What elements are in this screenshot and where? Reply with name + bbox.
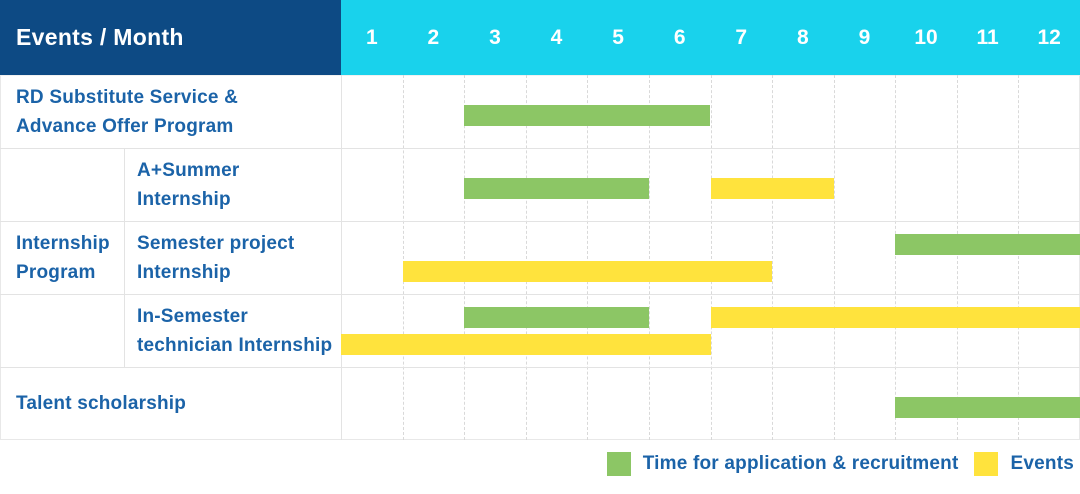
month-header-3: 3 — [489, 25, 501, 49]
column-gridline — [772, 75, 774, 440]
row-label-1: A+Summer Internship — [124, 148, 341, 221]
gantt-bar-yellow-m2-m7 — [402, 260, 773, 282]
month-header-6: 6 — [673, 25, 686, 49]
month-header-4: 4 — [550, 25, 563, 49]
column-gridline — [464, 75, 466, 440]
month-header-9: 9 — [858, 25, 871, 49]
group-label-internship-program: Internship Program — [0, 148, 124, 367]
gantt-bar-green-m3-m6 — [464, 104, 711, 126]
legend-label: Events — [1010, 453, 1074, 474]
label-column-divider — [341, 75, 342, 440]
gantt-bar-yellow-m1-m6 — [341, 333, 711, 355]
month-header-5: 5 — [612, 25, 624, 49]
column-gridline — [956, 75, 958, 440]
column-gridline — [587, 75, 589, 440]
gantt-bar-yellow-m7-m12 — [710, 306, 1080, 328]
group-label-line: Program — [16, 261, 96, 283]
row-label-line: RD Substitute Service & — [16, 86, 239, 108]
row-divider — [0, 221, 1080, 222]
month-header-2: 2 — [427, 25, 440, 49]
month-header-10: 10 — [914, 25, 938, 49]
month-header-1: 1 — [365, 25, 378, 49]
month-header-8: 8 — [796, 25, 809, 49]
row-label-line: In-Semester — [137, 305, 248, 327]
row-label-line: Talent scholarship — [16, 393, 187, 414]
row-label-4: Talent scholarship — [0, 367, 341, 440]
legend-green-swatch — [606, 452, 631, 476]
column-gridline — [525, 75, 527, 440]
group-column-divider — [124, 148, 125, 367]
month-header-7: 7 — [735, 25, 748, 49]
header-title-cell: Events / Month — [0, 0, 341, 75]
legend: Time for application & recruitment Events — [606, 452, 1074, 476]
row-divider — [0, 148, 1080, 149]
group-label-line: Internship — [16, 232, 110, 254]
row-label-line: Internship — [137, 261, 231, 283]
gantt-bar-green-m3-m5 — [464, 177, 649, 199]
month-header-row: 1 2 3 4 5 6 7 8 9 10 11 12 — [341, 0, 1080, 75]
row-divider — [0, 294, 1080, 295]
gantt-bar-green-m10-m12 — [895, 396, 1080, 418]
gantt-bar-yellow-m7-m8 — [710, 177, 834, 199]
row-label-line: technician Internship — [137, 334, 333, 356]
page-title: Events / Month — [16, 24, 184, 50]
month-header-12: 12 — [1037, 25, 1061, 49]
row-label-2: Semester project Internship — [124, 221, 341, 294]
legend-item-yellow: Events — [974, 452, 1074, 476]
column-gridline — [833, 75, 835, 440]
legend-yellow-swatch — [974, 452, 999, 476]
legend-item-green: Time for application & recruitment — [606, 452, 959, 476]
column-gridline — [402, 75, 404, 440]
gantt-bar-green-m3-m5 — [464, 306, 649, 328]
row-label-line: Advance Offer Program — [16, 115, 234, 137]
row-label-line: A+Summer — [137, 159, 240, 181]
legend-label: Time for application & recruitment — [642, 453, 959, 474]
column-gridline — [895, 75, 897, 440]
row-label-0: RD Substitute Service & Advance Offer Pro… — [0, 75, 341, 148]
row-label-3: In-Semester technician Internship — [124, 294, 341, 367]
row-label-line: Internship — [137, 188, 231, 210]
column-gridline — [648, 75, 650, 440]
gantt-bar-green-m10-m12 — [895, 233, 1080, 255]
column-gridline — [1018, 75, 1020, 440]
column-gridline — [710, 75, 712, 440]
row-label-line: Semester project — [137, 232, 295, 254]
month-header-11: 11 — [976, 25, 999, 49]
row-divider — [0, 367, 1080, 368]
